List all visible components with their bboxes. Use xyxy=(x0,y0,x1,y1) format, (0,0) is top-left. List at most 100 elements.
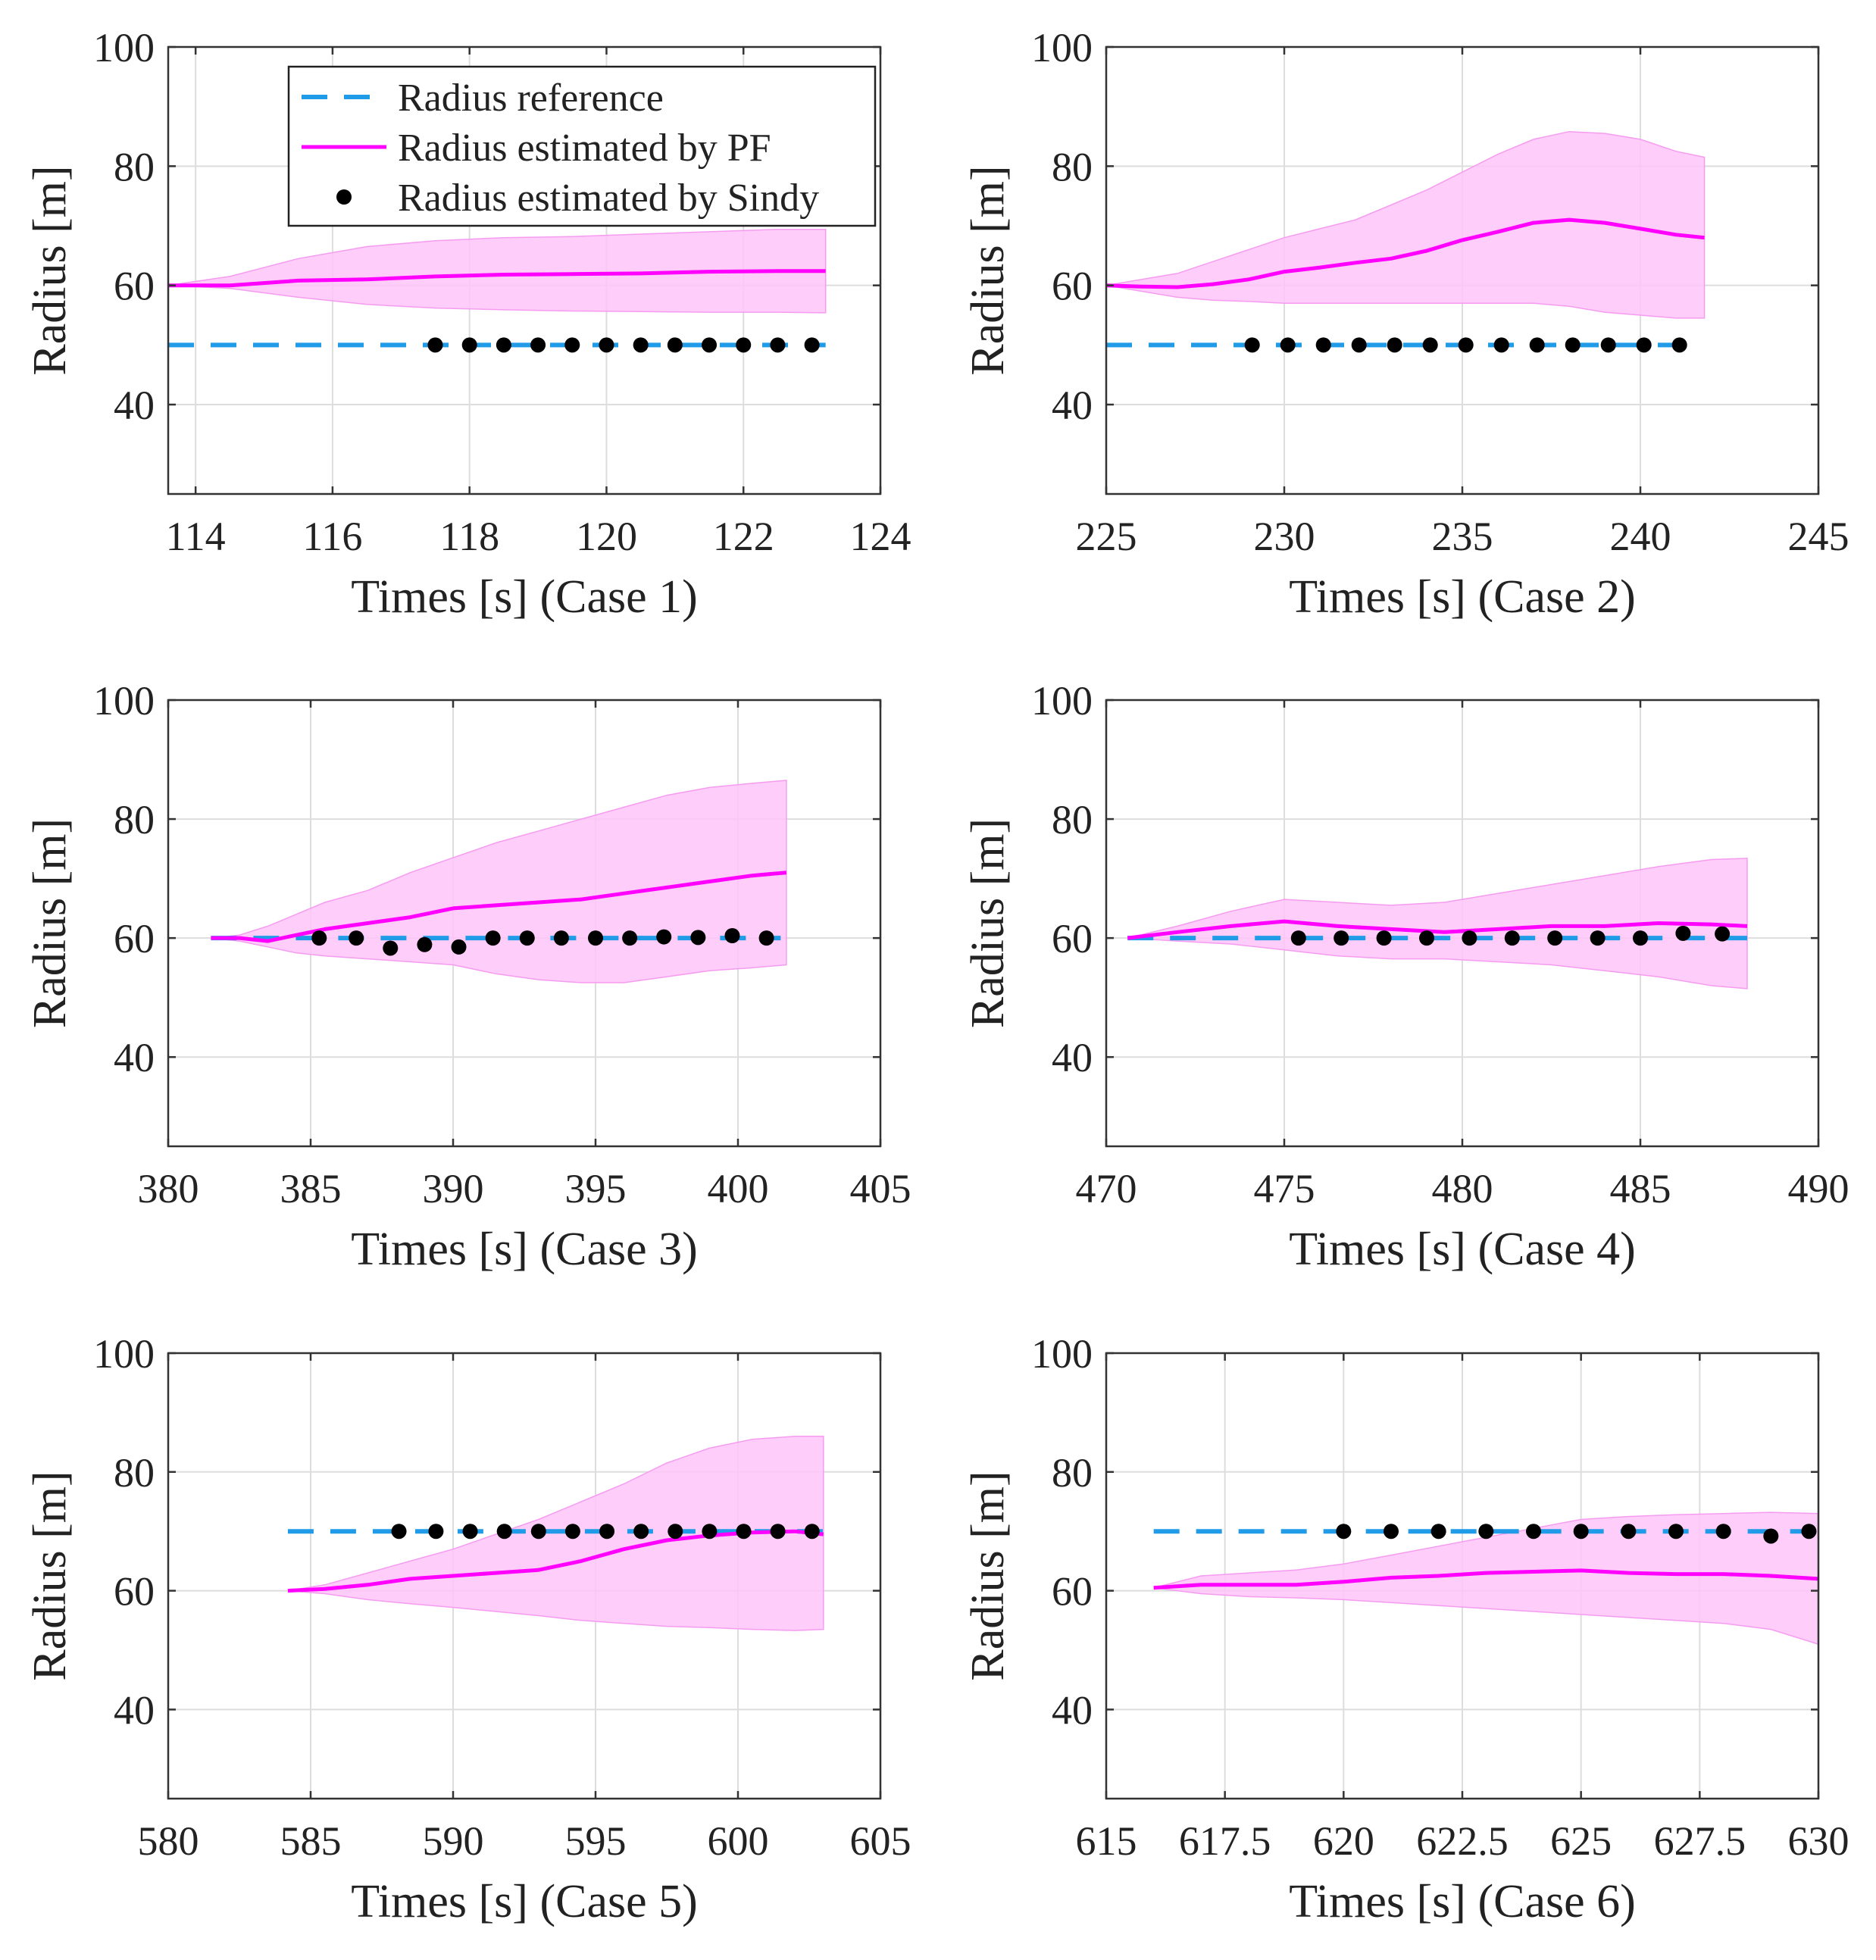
y-tick-label: 40 xyxy=(1052,1035,1093,1080)
x-axis-label: Times [s] (Case 6) xyxy=(1289,1876,1636,1927)
sindy-point xyxy=(564,337,580,353)
axes-box xyxy=(167,699,882,1148)
sindy-point xyxy=(349,930,364,946)
sindy-point xyxy=(1422,337,1438,353)
x-tick-label: 605 xyxy=(850,1818,911,1864)
sindy-point xyxy=(702,1524,718,1540)
y-tick-label: 40 xyxy=(1052,383,1093,428)
sindy-point xyxy=(1675,925,1691,941)
y-tick-label: 100 xyxy=(1031,25,1093,70)
legend-label: Radius estimated by PF xyxy=(398,127,771,170)
legend: Radius reference Radius estimated by PF Ra… xyxy=(287,65,877,227)
sindy-point xyxy=(1430,1524,1446,1540)
x-tick-label: 390 xyxy=(423,1166,484,1211)
sindy-point xyxy=(1715,1524,1731,1540)
x-tick-label: 405 xyxy=(850,1166,911,1211)
x-tick-label: 600 xyxy=(708,1818,769,1864)
x-tick-label: 120 xyxy=(576,514,637,559)
y-tick-label: 100 xyxy=(93,1331,155,1377)
sindy-point xyxy=(758,930,774,946)
y-tick-label: 60 xyxy=(114,916,155,961)
x-tick-label: 620 xyxy=(1313,1818,1374,1864)
sindy-point xyxy=(1351,337,1367,353)
sindy-point xyxy=(667,337,683,353)
x-axis-label: Times [s] (Case 3) xyxy=(351,1224,698,1275)
legend-label: Radius reference xyxy=(398,77,664,120)
x-tick-label: 480 xyxy=(1432,1166,1493,1211)
sindy-point xyxy=(1387,337,1402,353)
sindy-point xyxy=(1529,337,1545,353)
sindy-point xyxy=(428,1524,444,1540)
sindy-point xyxy=(724,927,740,943)
x-tick-label: 225 xyxy=(1076,514,1137,559)
x-tick-label: 585 xyxy=(280,1818,342,1864)
sindy-point xyxy=(1384,1524,1399,1540)
sindy-point xyxy=(599,337,614,353)
x-tick-label: 485 xyxy=(1610,1166,1671,1211)
sindy-point xyxy=(1715,926,1731,942)
sindy-point xyxy=(496,337,511,353)
sindy-point xyxy=(383,940,399,956)
legend-label: Radius estimated by Sindy xyxy=(398,177,819,220)
sindy-point xyxy=(770,337,786,353)
x-tick-label: 230 xyxy=(1254,514,1315,559)
sindy-point xyxy=(1763,1528,1779,1544)
sindy-point xyxy=(1244,337,1260,353)
y-tick-label: 80 xyxy=(114,797,155,842)
x-tick-label: 395 xyxy=(565,1166,627,1211)
sindy-point xyxy=(1334,930,1349,946)
sindy-point xyxy=(804,1524,820,1540)
sindy-point xyxy=(1526,1524,1541,1540)
sindy-point xyxy=(1801,1524,1817,1540)
x-tick-label: 400 xyxy=(708,1166,769,1211)
sindy-point xyxy=(1280,337,1296,353)
x-tick-label: 580 xyxy=(138,1818,199,1864)
x-tick-label: 245 xyxy=(1788,514,1849,559)
sindy-point xyxy=(588,930,603,946)
x-tick-label: 122 xyxy=(713,514,774,559)
x-tick-label: 240 xyxy=(1610,514,1671,559)
sindy-point xyxy=(461,337,477,353)
sindy-point xyxy=(1573,1524,1589,1540)
y-tick-label: 60 xyxy=(1052,264,1093,309)
sindy-point xyxy=(736,337,752,353)
x-tick-label: 617.5 xyxy=(1179,1818,1271,1864)
sindy-point xyxy=(1668,1524,1684,1540)
sindy-point xyxy=(736,1524,752,1540)
sindy-point xyxy=(633,1524,649,1540)
x-tick-label: 380 xyxy=(138,1166,199,1211)
y-tick-label: 80 xyxy=(114,1450,155,1496)
y-tick-label: 80 xyxy=(1052,797,1093,842)
x-tick-label: 625 xyxy=(1550,1818,1612,1864)
pf-mean-line xyxy=(1127,919,1748,940)
sindy-point xyxy=(530,1524,546,1540)
x-tick-label: 630 xyxy=(1788,1818,1849,1864)
axes-box xyxy=(167,45,882,495)
y-tick-label: 100 xyxy=(1031,678,1093,724)
y-tick-label: 100 xyxy=(93,25,155,70)
sindy-point xyxy=(1419,930,1434,946)
x-tick-label: 622.5 xyxy=(1416,1818,1509,1864)
sindy-point xyxy=(702,337,718,353)
sindy-point xyxy=(417,936,433,952)
chart-panel-2: 225 230 235 240 245 40 60 80 100 Times [s] (Case … xyxy=(962,25,1849,623)
sindy-point xyxy=(1633,930,1648,946)
sindy-point xyxy=(1493,337,1509,353)
x-axis-label: Times [s] (Case 2) xyxy=(1289,571,1636,623)
chart-panel-5: 580 585 590 595 600 605 40 60 80 100 Times [s] (Ca… xyxy=(24,1331,911,1927)
x-axis-label: Times [s] (Case 4) xyxy=(1289,1224,1636,1275)
x-tick-label: 595 xyxy=(565,1818,627,1864)
x-tick-label: 627.5 xyxy=(1654,1818,1746,1864)
pf-confidence-band xyxy=(1127,858,1748,989)
chart-panel-4: 470 475 480 485 490 40 60 80 100 Times [s] (Case … xyxy=(962,678,1849,1275)
x-tick-label: 590 xyxy=(423,1818,484,1864)
pf-mean-line xyxy=(211,871,787,943)
sindy-point xyxy=(485,930,501,946)
sindy-point xyxy=(1462,930,1477,946)
sindy-point xyxy=(1376,930,1392,946)
sindy-point xyxy=(1458,337,1474,353)
x-axis-label: Times [s] (Case 1) xyxy=(351,571,698,623)
sindy-point xyxy=(770,1524,786,1540)
